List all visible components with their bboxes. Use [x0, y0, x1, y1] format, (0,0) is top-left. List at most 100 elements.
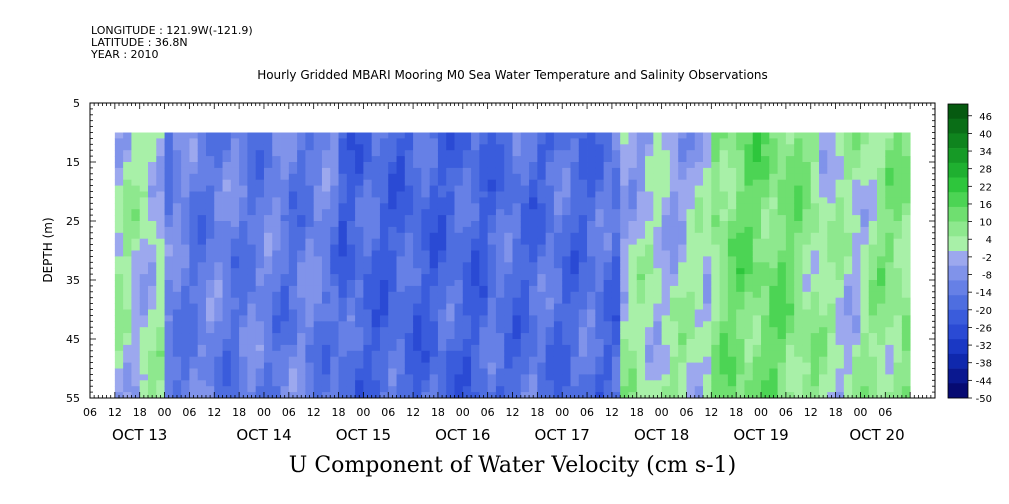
- heatmap-cell: [744, 150, 754, 157]
- heatmap-cell: [114, 138, 124, 145]
- heatmap-cell: [529, 309, 538, 316]
- heatmap-cell: [131, 333, 141, 340]
- heatmap-cell: [479, 244, 489, 251]
- heatmap-cell: [711, 173, 720, 181]
- heatmap-cell: [288, 179, 298, 186]
- heatmap-cell: [263, 215, 273, 222]
- heatmap-cell: [421, 150, 431, 157]
- heatmap-cell: [379, 197, 389, 204]
- heatmap-cell: [396, 268, 406, 275]
- heatmap-cell: [131, 191, 141, 198]
- heatmap-cell: [678, 221, 687, 228]
- heatmap-cell: [487, 221, 497, 228]
- heatmap-cell: [645, 138, 654, 145]
- heatmap-cell: [355, 327, 364, 334]
- heatmap-cell: [868, 356, 878, 363]
- heatmap-cell: [752, 297, 762, 304]
- heatmap-cell: [346, 173, 356, 181]
- heatmap-cell: [462, 156, 472, 163]
- heatmap-cell: [131, 303, 141, 310]
- heatmap-cell: [222, 185, 232, 192]
- heatmap-cell: [802, 238, 812, 245]
- heatmap-cell: [785, 315, 795, 322]
- heatmap-cell: [272, 173, 281, 181]
- heatmap-cell: [504, 356, 513, 363]
- heatmap-cell: [272, 327, 281, 334]
- heatmap-cell: [545, 191, 555, 198]
- heatmap-cell: [338, 274, 348, 281]
- heatmap-cell: [413, 191, 422, 198]
- heatmap-cell: [843, 226, 853, 234]
- heatmap-cell: [205, 309, 215, 316]
- heatmap-cell: [727, 156, 737, 163]
- heatmap-cell: [587, 362, 596, 369]
- heatmap-cell: [761, 203, 770, 210]
- heatmap-cell: [628, 162, 638, 169]
- heatmap-cell: [727, 285, 737, 293]
- heatmap-cell: [114, 344, 124, 352]
- heatmap-cell: [562, 291, 571, 299]
- heatmap-cell: [479, 191, 489, 198]
- heatmap-cell: [388, 250, 397, 257]
- heatmap-cell: [288, 185, 298, 192]
- heatmap-cell: [172, 374, 182, 381]
- heatmap-cell: [462, 209, 472, 216]
- heatmap-cell: [205, 362, 215, 369]
- heatmap-cell: [396, 209, 406, 216]
- heatmap-cell: [595, 327, 605, 334]
- heatmap-cell: [305, 167, 315, 175]
- heatmap-cell: [744, 350, 754, 358]
- heatmap-cell: [330, 362, 339, 369]
- heatmap-cell: [321, 386, 331, 393]
- heatmap-cell: [603, 250, 613, 257]
- heatmap-cell: [255, 256, 265, 263]
- heatmap-cell: [727, 339, 737, 346]
- heatmap-cell: [214, 350, 223, 358]
- heatmap-cell: [636, 344, 646, 352]
- heatmap-cell: [429, 185, 439, 192]
- heatmap-cell: [727, 203, 737, 210]
- heatmap-cell: [487, 315, 497, 322]
- heatmap-cell: [752, 191, 762, 198]
- heatmap-cell: [719, 238, 729, 245]
- heatmap-cell: [379, 303, 389, 310]
- heatmap-cell: [885, 221, 894, 228]
- heatmap-cell: [504, 285, 513, 293]
- heatmap-cell: [711, 297, 720, 304]
- heatmap-cell: [396, 132, 406, 139]
- heatmap-cell: [462, 386, 472, 393]
- heatmap-cell: [454, 374, 464, 381]
- heatmap-cell: [843, 173, 853, 181]
- heatmap-cell: [355, 339, 364, 346]
- heatmap-cell: [156, 368, 165, 375]
- heatmap-cell: [222, 291, 232, 299]
- heatmap-cell: [653, 291, 663, 299]
- heatmap-cell: [462, 268, 472, 275]
- heatmap-cell: [404, 238, 414, 245]
- heatmap-cell: [421, 179, 431, 186]
- heatmap-cell: [462, 185, 472, 192]
- heatmap-cell: [230, 238, 240, 245]
- heatmap-cell: [355, 191, 364, 198]
- heatmap-cell: [719, 350, 729, 358]
- heatmap-cell: [893, 191, 903, 198]
- heatmap-cell: [603, 285, 613, 293]
- heatmap-cell: [628, 356, 638, 363]
- heatmap-cell: [139, 297, 149, 304]
- heatmap-cell: [313, 232, 323, 240]
- heatmap-cell: [346, 291, 356, 299]
- heatmap-cell: [545, 368, 555, 375]
- heatmap-cell: [694, 185, 704, 192]
- heatmap-cell: [901, 197, 911, 204]
- heatmap-cell: [636, 244, 646, 251]
- heatmap-cell: [338, 156, 348, 163]
- heatmap-cell: [181, 339, 190, 346]
- heatmap-cell: [355, 333, 364, 340]
- heatmap-cell: [611, 191, 621, 198]
- heatmap-cell: [255, 238, 265, 245]
- heatmap-cell: [346, 197, 356, 204]
- heatmap-cell: [305, 150, 315, 157]
- heatmap-cell: [131, 297, 141, 304]
- heatmap-cell: [131, 321, 141, 328]
- heatmap-cell: [520, 232, 530, 240]
